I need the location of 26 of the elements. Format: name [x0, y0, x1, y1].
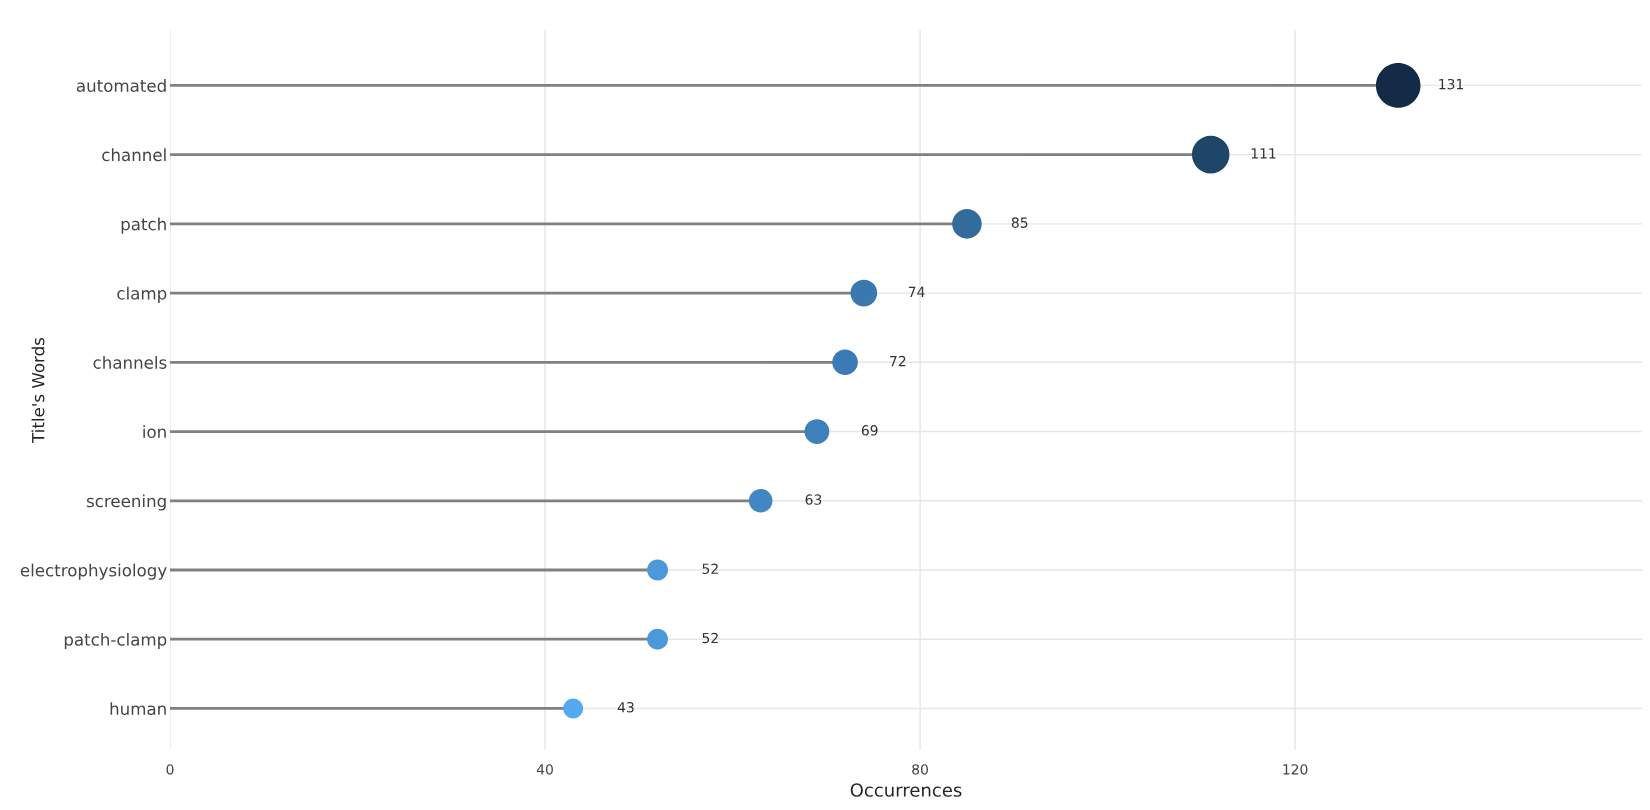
y-axis-title: Title's Words	[31, 337, 45, 443]
y-tick-label: automated	[76, 79, 166, 92]
y-tick-label: clamp	[117, 286, 167, 303]
y-tick-label: ion	[143, 425, 166, 439]
data-label: 85	[1011, 217, 1028, 228]
x-axis-title: Occurrences	[850, 783, 962, 797]
data-label: 131	[1439, 78, 1463, 90]
data-label: 74	[908, 286, 925, 297]
data-label: 111	[1251, 148, 1276, 159]
x-tick-label: 80	[912, 764, 928, 775]
y-tick-label: channel	[102, 148, 166, 162]
data-label: 43	[617, 701, 634, 713]
data-label: 72	[890, 355, 906, 367]
y-tick-label: human	[110, 702, 166, 716]
x-tick-label: 40	[536, 764, 553, 775]
y-tick-label: screening	[86, 494, 166, 511]
y-tick-label: channels	[93, 355, 167, 369]
x-tick-label: 120	[1283, 764, 1308, 775]
y-tick-label: electrophysiology	[20, 563, 167, 580]
data-label: 69	[861, 425, 878, 436]
data-label: 63	[805, 494, 822, 505]
y-tick-label: patch	[121, 217, 166, 234]
data-label: 52	[702, 632, 718, 644]
data-label: 52	[702, 563, 718, 575]
y-tick-label: patch-clamp	[64, 632, 167, 650]
x-tick-label: 0	[166, 764, 174, 775]
